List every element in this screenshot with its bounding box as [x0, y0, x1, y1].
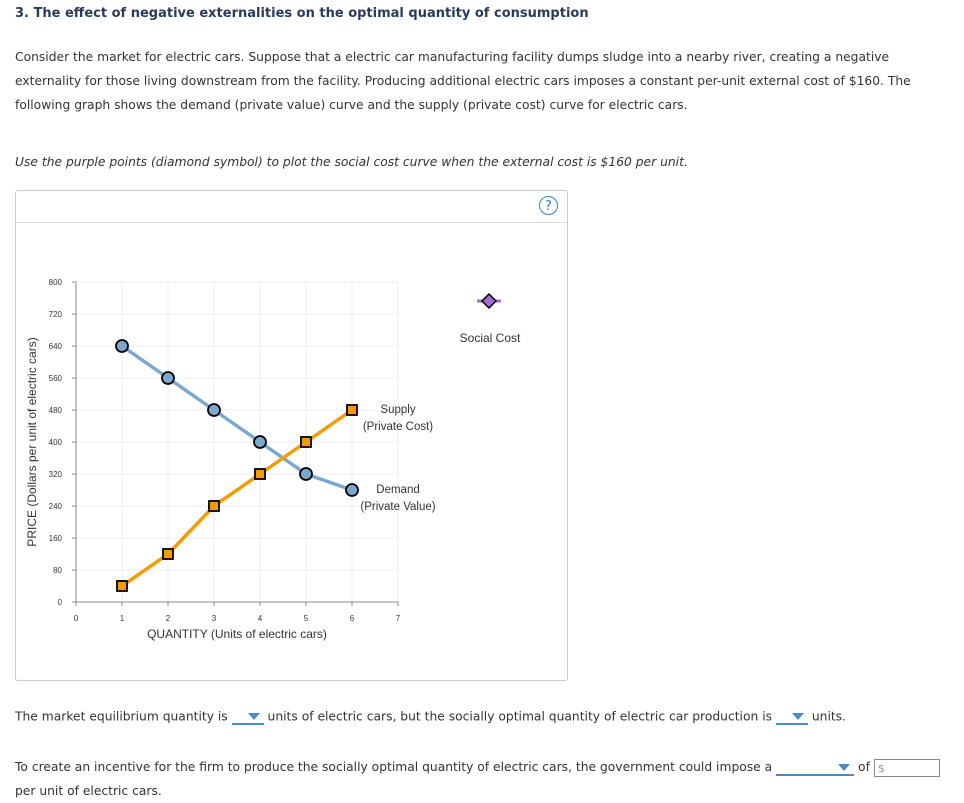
q1-pre: The market equilibrium quantity is: [15, 709, 228, 724]
graph-panel: ?: [15, 190, 568, 681]
y-tick-label: 400: [49, 438, 63, 447]
supply-point[interactable]: [346, 404, 358, 416]
optimal-quantity-dropdown[interactable]: [775, 709, 808, 725]
x-tick-label: 2: [166, 614, 171, 623]
x-tick-label: 0: [74, 614, 79, 623]
x-tick-label: 7: [396, 614, 401, 623]
y-axis-label: PRICE (Dollars per unit of electric cars…: [25, 337, 39, 546]
y-tick-label: 80: [53, 566, 62, 575]
q2-post: per unit of electric cars.: [15, 784, 162, 798]
palette-label: Social Cost: [460, 331, 521, 345]
y-tick-label: 160: [49, 534, 63, 543]
supply-point[interactable]: [254, 468, 266, 480]
help-icon[interactable]: ?: [539, 196, 558, 215]
diamond-icon[interactable]: [480, 292, 498, 310]
demand-point[interactable]: [299, 467, 313, 481]
y-tick-label: 480: [49, 406, 63, 415]
q2-pre: To create an incentive for the firm to p…: [15, 760, 773, 774]
x-tick-label: 5: [304, 614, 309, 623]
q1-post: units.: [811, 709, 847, 724]
demand-curve: [121, 344, 353, 492]
q2-of: of: [858, 760, 870, 774]
y-tick-label: 0: [58, 598, 63, 607]
question-1: The market equilibrium quantity is units…: [15, 709, 846, 725]
x-axis-label: QUANTITY (Units of electric cars): [147, 627, 327, 641]
x-tick-label: 1: [120, 614, 125, 623]
instruction-text: Use the purple points (diamond symbol) t…: [15, 155, 688, 169]
demand-point[interactable]: [253, 435, 267, 449]
demand-point[interactable]: [207, 403, 221, 417]
supply-point[interactable]: [208, 500, 220, 512]
panel-header: ?: [16, 191, 567, 223]
policy-dropdown[interactable]: [776, 760, 855, 776]
x-tick-label: 6: [350, 614, 355, 623]
intro-text: Consider the market for electric cars. S…: [15, 50, 911, 112]
y-tick-label: 320: [49, 470, 63, 479]
supply-point[interactable]: [300, 436, 312, 448]
supply-label: Supply: [380, 404, 415, 416]
amount-input[interactable]: $: [873, 758, 940, 777]
palette-social-cost[interactable]: Social Cost: [460, 292, 521, 345]
question-title: 3. The effect of negative externalities …: [15, 6, 589, 21]
y-tick-label: 560: [49, 374, 63, 383]
x-tick-label: 4: [258, 614, 263, 623]
demand-label: Demand: [376, 484, 419, 496]
equilibrium-quantity-dropdown[interactable]: [231, 709, 264, 725]
q1-mid: units of electric cars, but the socially…: [267, 709, 773, 724]
supply-point[interactable]: [116, 580, 128, 592]
supply-curve: [121, 408, 353, 588]
y-tick-label: 720: [49, 310, 63, 319]
y-tick-label: 240: [49, 502, 63, 511]
question-2: To create an incentive for the firm to p…: [15, 755, 945, 803]
supply-point[interactable]: [162, 548, 174, 560]
demand-sublabel: (Private Value): [360, 501, 435, 513]
y-tick-label: 800: [49, 278, 63, 287]
demand-point[interactable]: [345, 483, 359, 497]
demand-point[interactable]: [161, 371, 175, 385]
x-tick-label: 3: [212, 614, 217, 623]
supply-sublabel: (Private Cost): [363, 421, 433, 433]
y-tick-label: 640: [49, 342, 63, 351]
demand-point[interactable]: [115, 339, 129, 353]
